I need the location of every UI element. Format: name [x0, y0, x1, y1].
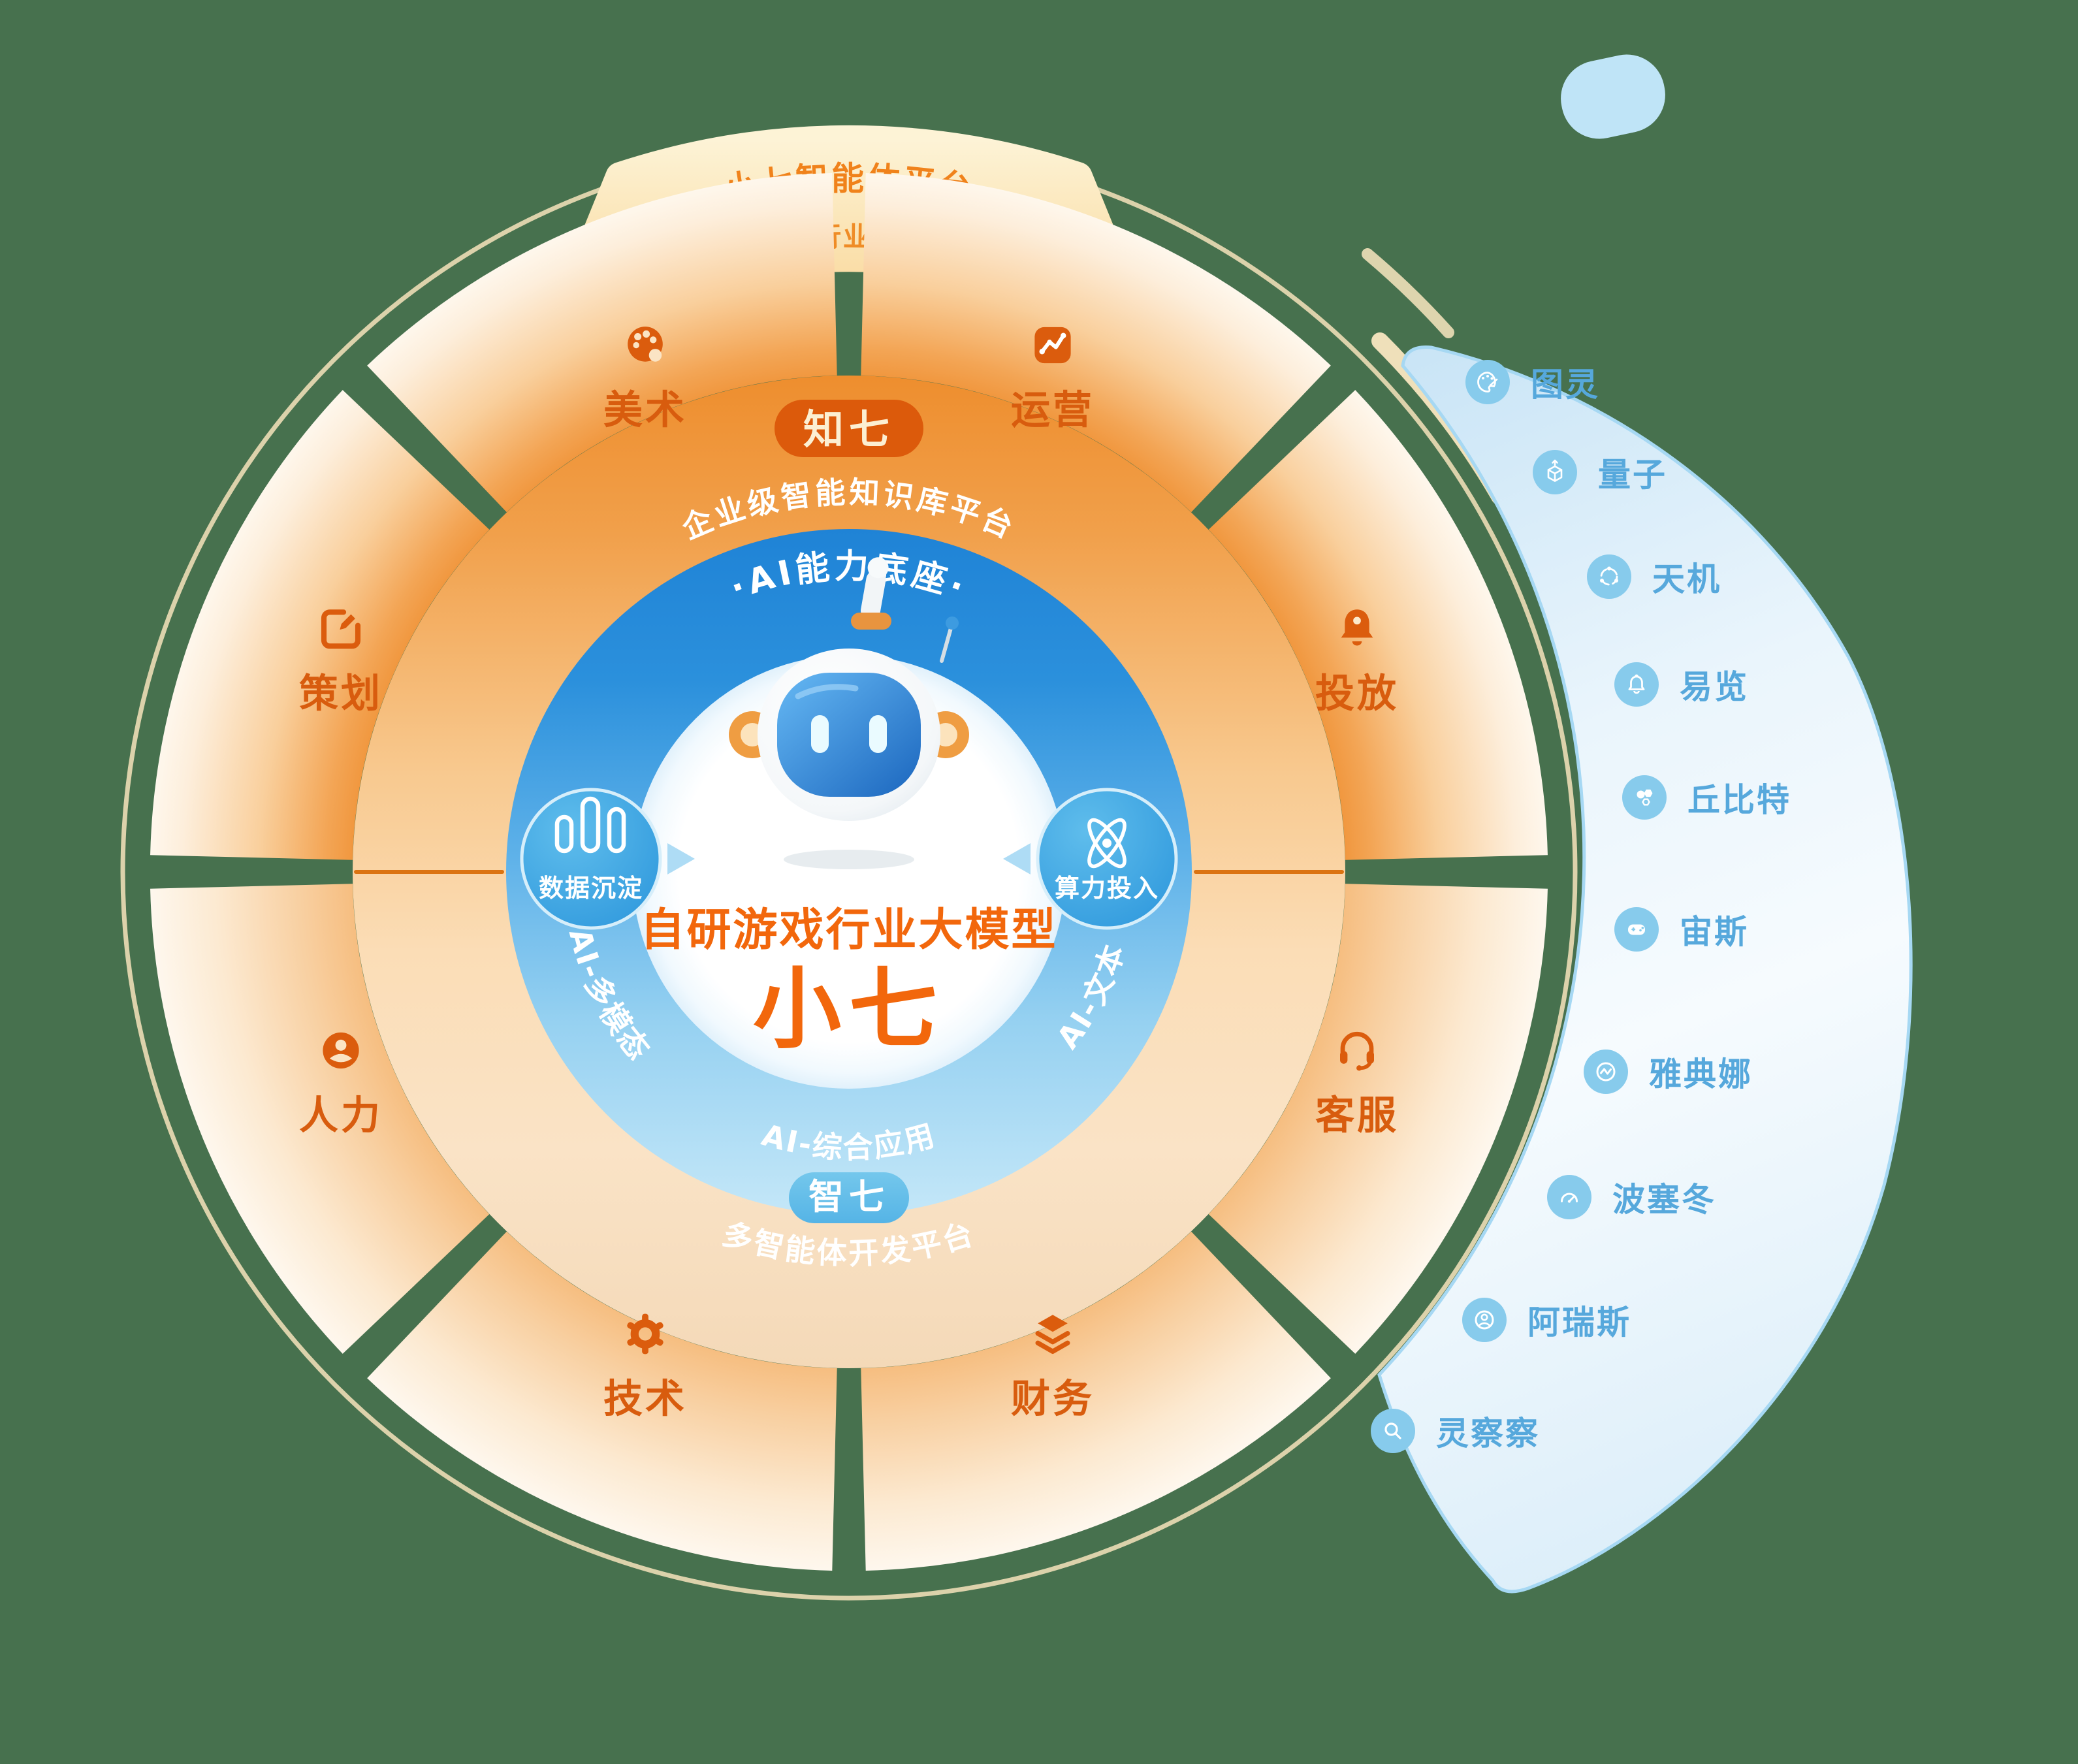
segment-label: 策划 — [299, 671, 383, 717]
molecules-icon — [1622, 775, 1667, 820]
equator-line-left — [354, 870, 504, 874]
layers-icon — [1035, 1315, 1070, 1355]
panel-item-label: 灵察察 — [1436, 1415, 1540, 1452]
robot-antenna-ring — [851, 613, 891, 630]
segment-label: 人力 — [299, 1093, 383, 1139]
segment-hr: 人力 — [299, 1025, 383, 1141]
segment-label: 技术 — [603, 1376, 687, 1422]
cube-icon — [1533, 450, 1577, 494]
segment-arc-technology — [367, 1230, 839, 1571]
segment-label: 运营 — [1011, 387, 1095, 434]
center-circle — [632, 655, 1066, 1089]
segment-label: 财务 — [1011, 1376, 1095, 1422]
panel-item-poseidon: 波塞冬 — [1547, 1174, 1716, 1221]
robot-side-antenna-tip — [946, 617, 959, 630]
headset-icon — [1340, 1031, 1374, 1071]
panel-item-ares: 阿瑞斯 — [1462, 1296, 1631, 1343]
equator-line-right — [1194, 870, 1344, 874]
robot-face-shine — [795, 684, 859, 699]
segment-arc-art — [367, 173, 839, 513]
robot-shadow — [784, 850, 914, 869]
robot-eye-left — [811, 715, 829, 753]
segment-operations: 运营 — [1011, 320, 1095, 436]
segment-arc-customer-service — [1207, 882, 1548, 1354]
network-icon — [1587, 554, 1631, 599]
panel-item-athena: 雅典娜 — [1584, 1048, 1753, 1095]
panel-item-label: 阿瑞斯 — [1527, 1304, 1631, 1341]
panel-item-cupid: 丘比特 — [1622, 774, 1791, 821]
zhiqi-knowledge-pill-label: 知七 — [803, 406, 895, 453]
palette-icon — [628, 327, 663, 362]
segment-arc-planning — [150, 390, 490, 861]
panel-item-lingchacha: 灵察察 — [1371, 1407, 1540, 1454]
segment-label: 客服 — [1315, 1093, 1399, 1139]
panel-item-label: 天机 — [1652, 560, 1721, 598]
segment-arc-finance — [859, 1230, 1331, 1571]
segment-planning: 策划 — [299, 603, 383, 719]
segment-advertising: 投放 — [1315, 603, 1399, 719]
panel-item-label: 丘比特 — [1687, 781, 1791, 819]
flow-arrow-right-icon — [667, 843, 695, 874]
bell-icon — [1341, 609, 1373, 646]
panel-item-label: 易览 — [1680, 668, 1749, 706]
palette-icon — [1465, 360, 1510, 404]
flow-arrow-left-icon — [1003, 843, 1031, 874]
zhiqi-agent-pill-label: 智七 — [808, 1176, 889, 1217]
panel-item-zeus: 宙斯 — [1614, 906, 1749, 953]
segment-label: 投放 — [1315, 671, 1399, 717]
robot-face — [777, 673, 921, 797]
panel-item-tianji: 天机 — [1587, 553, 1721, 600]
panel-item-turing: 图灵 — [1465, 359, 1600, 406]
panel-item-label: 图灵 — [1531, 366, 1600, 404]
compute-flow-badge-label: 算力投入 — [1055, 874, 1159, 903]
panel-item-yilan: 易览 — [1614, 661, 1749, 708]
blue-blob-accent — [1561, 54, 1665, 139]
panel-item-quantum: 量子 — [1533, 449, 1667, 496]
zhiqi-knowledge-pill — [775, 400, 923, 457]
model-caption: 自研游戏行业大模型 — [640, 905, 1057, 956]
segment-finance: 财务 — [1011, 1309, 1095, 1424]
segment-label: 美术 — [603, 387, 687, 434]
bar-chart-icon — [554, 796, 626, 854]
robot-antenna — [860, 557, 889, 621]
crescent-panel — [1377, 345, 1913, 1594]
robot-mascot — [729, 557, 969, 869]
line-chart-icon — [1034, 327, 1071, 364]
outer-ring — [150, 173, 1548, 1571]
panel-item-label: 宙斯 — [1680, 913, 1749, 951]
gamepad-icon — [1614, 907, 1659, 952]
atom-icon — [1087, 818, 1127, 869]
user-circle-icon — [1462, 1298, 1507, 1342]
robot-eye-right — [869, 715, 887, 753]
model-name: 小七 — [753, 958, 945, 1061]
search-icon — [1371, 1409, 1415, 1453]
gauge-icon — [1547, 1175, 1591, 1219]
data-flow-badge-label: 数据沉淀 — [539, 874, 643, 903]
panel-item-label: 波塞冬 — [1612, 1181, 1716, 1219]
panel-item-label: 雅典娜 — [1649, 1055, 1753, 1093]
edit-icon — [321, 609, 361, 649]
data-flow-badge: 数据沉淀 — [520, 788, 662, 930]
pulse-icon — [1584, 1050, 1628, 1094]
gear-icon — [627, 1313, 663, 1355]
swoosh-accent — [1362, 248, 1454, 338]
segment-art: 美术 — [603, 320, 687, 436]
segment-technology: 技术 — [603, 1309, 687, 1424]
user-icon — [323, 1032, 359, 1069]
segment-arc-advertising — [1207, 390, 1548, 861]
compute-flow-badge: 算力投入 — [1036, 788, 1178, 930]
bell-icon — [1614, 662, 1659, 707]
segment-arc-hr — [150, 882, 490, 1354]
zhiqi-agent-pill — [789, 1172, 909, 1223]
segment-arc-operations — [859, 173, 1331, 513]
segment-customer-service: 客服 — [1315, 1025, 1399, 1141]
robot-side-antenna — [940, 626, 953, 663]
panel-item-label: 量子 — [1598, 456, 1667, 494]
